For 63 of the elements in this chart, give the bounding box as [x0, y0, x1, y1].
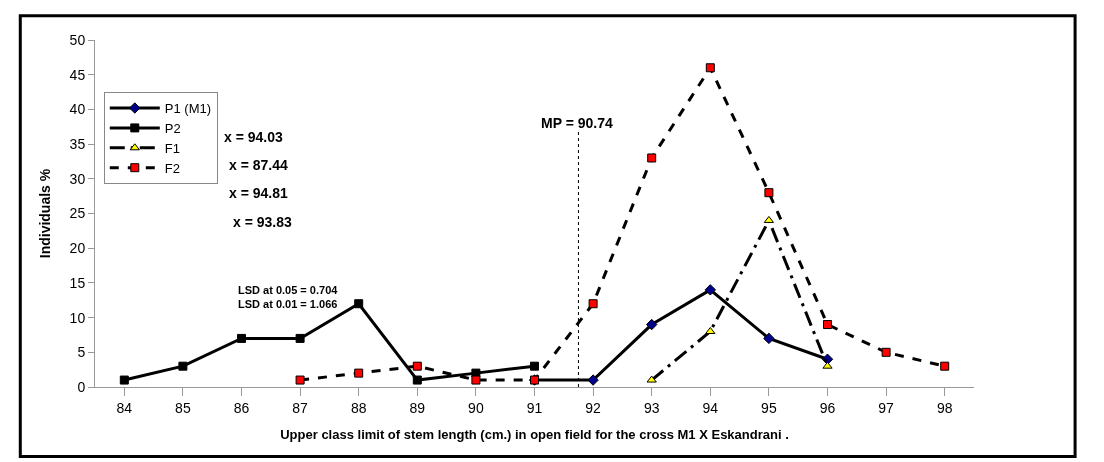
point [178, 361, 188, 371]
point [940, 361, 950, 371]
point [705, 326, 716, 334]
x-tick-label: 91 [526, 399, 543, 416]
annotation: MP = 90.74 [541, 115, 613, 131]
point [646, 375, 657, 383]
annotation: x = 93.83 [233, 214, 292, 230]
point [471, 375, 481, 385]
point [412, 361, 422, 371]
x-tick-label: 87 [292, 399, 309, 416]
x-tick-label: 89 [409, 399, 426, 416]
point [237, 333, 246, 343]
y-tick-label: 5 [77, 344, 86, 361]
x-tick-label: 92 [585, 399, 602, 416]
legend-label: P2 [164, 120, 181, 136]
y-tick-label: 45 [69, 66, 86, 83]
point [530, 361, 539, 371]
y-tick-label: 15 [69, 274, 86, 291]
point [704, 284, 716, 296]
legend-label: F2 [164, 160, 180, 176]
x-tick-label: 97 [878, 399, 895, 416]
point [119, 375, 129, 385]
point [295, 333, 305, 343]
x-tick-label: 94 [702, 399, 719, 416]
point [823, 320, 832, 330]
x-tick-label: 98 [936, 399, 953, 416]
x-tick-label: 84 [116, 399, 133, 416]
y-tick-label: 10 [69, 309, 86, 326]
x-tick-label: 95 [761, 399, 777, 416]
x-tick-label: 90 [468, 399, 484, 416]
x-tick-label: 96 [819, 399, 836, 416]
point [587, 374, 599, 386]
point [646, 318, 658, 331]
point [295, 375, 305, 385]
y-tick-label: 35 [69, 136, 86, 152]
x-tick-label: 93 [643, 399, 660, 416]
x-tick-label: 86 [233, 399, 250, 416]
annotation: x = 94.03 [224, 129, 283, 145]
annotation: LSD at 0.05 = 0.704 LSD at 0.01 = 1.066 [238, 284, 339, 311]
point [705, 63, 715, 73]
point [881, 347, 891, 357]
point [412, 375, 422, 385]
y-axis-title: Individuals % [37, 168, 54, 259]
point [354, 368, 364, 378]
x-tick-label: 85 [175, 399, 191, 416]
y-tick-label: 25 [69, 205, 86, 222]
point [354, 299, 364, 309]
y-tick-label: 40 [69, 101, 86, 118]
y-tick-label: 30 [69, 170, 86, 187]
point [588, 299, 598, 309]
annotation: x = 87.44 [229, 157, 288, 173]
y-tick-label: 20 [69, 240, 86, 257]
legend-label: F1 [164, 140, 180, 156]
annotation: x = 94.81 [229, 185, 288, 201]
point [647, 153, 657, 163]
point [763, 332, 775, 345]
point [764, 188, 774, 198]
y-tick-label: 0 [77, 378, 86, 395]
point [822, 361, 833, 369]
x-axis-title: Upper class limit of stem length (cm.) in open field for the cross M1 X Eskandrani . [280, 427, 789, 443]
legend-label: P1 (M1) [164, 101, 212, 117]
y-tick-label: 50 [69, 31, 86, 48]
x-tick-label: 88 [350, 399, 367, 416]
